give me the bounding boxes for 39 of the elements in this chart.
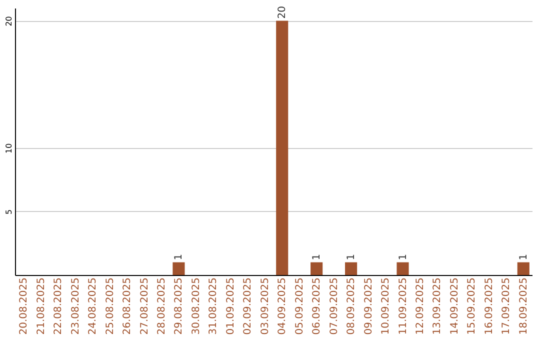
y-tick-label: 5 bbox=[4, 209, 14, 214]
x-tick-label: 21.08.2025 bbox=[36, 278, 47, 335]
x-tick-label: 02.09.2025 bbox=[242, 278, 254, 335]
x-tick-label: 03.09.2025 bbox=[260, 278, 271, 335]
x-tick-label: 24.08.2025 bbox=[88, 278, 99, 335]
x-tick-label: 30.08.2025 bbox=[190, 278, 202, 335]
x-tick-label: 05.09.2025 bbox=[294, 278, 306, 335]
x-tick-label: 17.09.2025 bbox=[501, 278, 512, 335]
x-tick-label: 09.09.2025 bbox=[363, 278, 374, 335]
x-tick-label: 22.08.2025 bbox=[53, 278, 64, 335]
x-tick-label: 13.09.2025 bbox=[432, 278, 444, 335]
data-label: 1 bbox=[174, 254, 185, 260]
data-label: 1 bbox=[312, 254, 323, 260]
data-label: 1 bbox=[398, 254, 409, 260]
data-label: 1 bbox=[346, 254, 358, 260]
x-tick-label: 27.08.2025 bbox=[139, 278, 150, 335]
y-tick-label: 10 bbox=[4, 143, 14, 154]
x-tick-label: 26.08.2025 bbox=[122, 278, 134, 335]
x-tick-label: 23.08.2025 bbox=[70, 278, 82, 335]
x-tick-label: 01.09.2025 bbox=[225, 278, 236, 335]
x-tick-label: 11.09.2025 bbox=[398, 278, 409, 335]
x-tick-label: 25.08.2025 bbox=[104, 278, 116, 335]
x-tick-label: 08.09.2025 bbox=[346, 278, 358, 335]
x-tick-label: 16.09.2025 bbox=[484, 278, 495, 335]
x-tick-label: 14.09.2025 bbox=[449, 278, 460, 335]
x-tick-label: 29.08.2025 bbox=[174, 278, 185, 335]
data-label: 1 bbox=[518, 254, 530, 260]
x-tick-label: 12.09.2025 bbox=[414, 278, 426, 335]
x-tick-label: 20.08.2025 bbox=[18, 278, 30, 335]
x-tick-label: 07.09.2025 bbox=[328, 278, 340, 335]
x-tick-label: 18.09.2025 bbox=[518, 278, 530, 335]
x-tick-label: 28.08.2025 bbox=[156, 278, 168, 335]
data-label: 20 bbox=[277, 6, 288, 19]
x-tick-label: 10.09.2025 bbox=[380, 278, 392, 335]
x-tick-label: 06.09.2025 bbox=[312, 278, 323, 335]
x-tick-label: 15.09.2025 bbox=[466, 278, 478, 335]
x-tick-label: 04.09.2025 bbox=[277, 278, 288, 335]
y-tick-label: 20 bbox=[4, 16, 14, 26]
x-tick-label: 31.08.2025 bbox=[208, 278, 220, 335]
